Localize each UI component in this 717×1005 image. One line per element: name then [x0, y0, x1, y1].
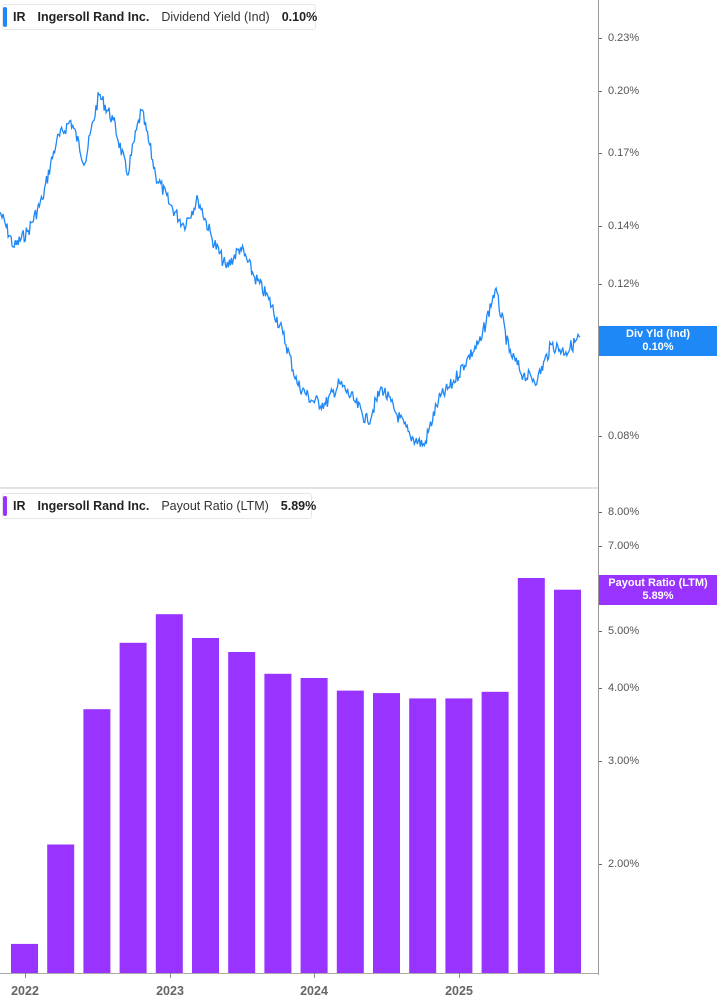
payout-ratio-bar[interactable] [155, 614, 183, 973]
dividend-yield-value-tag: Div Yld (Ind) 0.10% [599, 326, 717, 356]
payout-ratio-legend[interactable]: IR Ingersoll Rand Inc. Payout Ratio (LTM… [2, 493, 316, 519]
x-tick-label: 2023 [156, 984, 184, 998]
payout-ratio-bar[interactable] [554, 589, 581, 973]
legend-company: Ingersoll Rand Inc. [37, 10, 150, 24]
tag-value: 0.10% [642, 341, 674, 353]
legend-company: Ingersoll Rand Inc. [37, 499, 150, 513]
payout-ratio-bar[interactable] [192, 638, 219, 973]
x-tick-mark [170, 973, 171, 978]
payout-ratio-bar[interactable] [119, 642, 147, 973]
tag-label: Payout Ratio (LTM) [608, 577, 708, 589]
y-tick-mark [598, 284, 602, 285]
x-tick-mark [459, 973, 460, 978]
legend-color-swatch [3, 496, 7, 516]
x-axis-line [0, 973, 599, 974]
y-tick-mark [598, 436, 602, 437]
y-tick-label: 0.20% [608, 85, 640, 97]
payout-ratio-bar[interactable] [264, 673, 292, 973]
y-tick-mark [598, 38, 602, 39]
payout-ratio-value-tag: Payout Ratio (LTM) 5.89% [599, 575, 717, 605]
y-tick-label: 5.00% [608, 625, 640, 637]
payout-ratio-bar[interactable] [373, 693, 400, 973]
y-tick-mark [598, 226, 602, 227]
payout-ratio-bar[interactable] [409, 698, 437, 973]
legend-metric: Dividend Yield (Ind) [161, 10, 270, 24]
tag-label: Div Yld (Ind) [626, 328, 690, 340]
y-tick-label: 0.08% [608, 430, 640, 442]
payout-ratio-bar[interactable] [517, 578, 545, 973]
payout-ratio-bar[interactable] [83, 709, 111, 973]
y-tick-mark [598, 153, 602, 154]
payout-ratio-bar[interactable] [300, 678, 328, 973]
y-tick-label: 2.00% [608, 858, 640, 870]
dividend-yield-line [0, 92, 581, 448]
x-tick-mark [25, 973, 26, 978]
dividend-yield-line-chart [0, 92, 581, 448]
legend-value: 5.89% [280, 499, 317, 513]
tag-value: 5.89% [642, 590, 674, 602]
payout-ratio-bar[interactable] [481, 691, 509, 973]
payout-ratio-bar[interactable] [11, 943, 38, 973]
y-tick-label: 0.23% [608, 32, 640, 44]
legend-ticker: IR [13, 499, 26, 513]
payout-ratio-bar[interactable] [336, 690, 364, 973]
legend-color-swatch [3, 7, 7, 27]
x-tick-label: 2025 [445, 984, 473, 998]
payout-ratio-bar[interactable] [47, 844, 75, 974]
y-tick-mark [598, 91, 602, 92]
y-tick-label: 3.00% [608, 755, 640, 767]
y-tick-label: 7.00% [608, 540, 640, 552]
payout-ratio-bar[interactable] [445, 698, 473, 973]
y-tick-label: 0.14% [608, 220, 640, 232]
payout-ratio-bar[interactable] [228, 652, 256, 973]
dividend-yield-panel: IR Ingersoll Rand Inc. Dividend Yield (I… [0, 0, 717, 488]
y-tick-label: 0.17% [608, 147, 640, 159]
x-tick-label: 2022 [11, 984, 39, 998]
y-tick-label: 4.00% [608, 682, 640, 694]
legend-metric: Payout Ratio (LTM) [161, 499, 269, 513]
y-tick-label: 8.00% [608, 506, 640, 518]
y-tick-label: 0.12% [608, 278, 640, 290]
x-tick-mark [314, 973, 315, 978]
x-tick-label: 2024 [300, 984, 328, 998]
legend-ticker: IR [13, 10, 26, 24]
legend-value: 0.10% [281, 10, 318, 24]
panel-divider[interactable] [0, 487, 598, 489]
y-axis-line [598, 0, 599, 975]
dividend-yield-legend[interactable]: IR Ingersoll Rand Inc. Dividend Yield (I… [2, 4, 318, 30]
